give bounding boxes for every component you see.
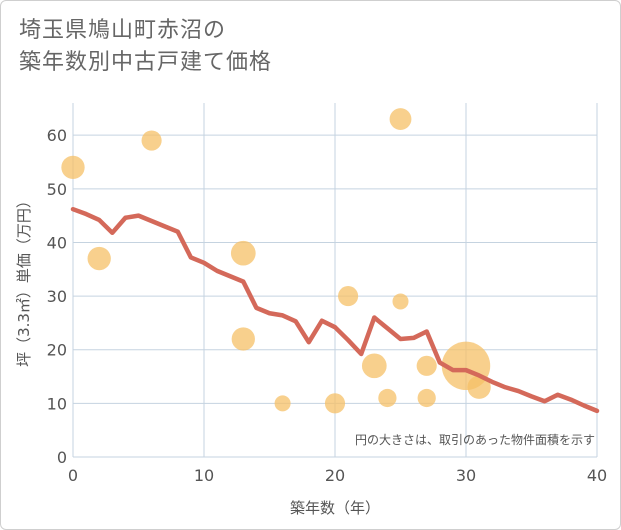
bubble-point (389, 108, 412, 130)
bubble-point (141, 130, 162, 151)
bubble-point (324, 393, 346, 414)
y-tick-label: 30 (47, 287, 67, 306)
x-tick-label: 10 (194, 466, 214, 485)
bubble-size-note: 円の大きさは、取引のあった物件面積を示す (355, 432, 595, 447)
bubble-point (61, 155, 85, 180)
bubble-point (467, 375, 491, 399)
x-axis-label: 築年数（年） (290, 499, 380, 517)
y-tick-label: 60 (47, 126, 67, 145)
bubble-point (378, 388, 397, 408)
y-tick-label: 10 (47, 394, 67, 413)
trend-line (70, 206, 600, 414)
x-tick-label: 0 (68, 466, 78, 485)
y-tick-label: 0 (57, 448, 67, 467)
bubble-point (392, 293, 409, 310)
bubble-point (416, 355, 437, 376)
chart-title-line-1: 埼玉県鳩山町赤沼の (19, 18, 227, 43)
y-tick-label: 40 (47, 233, 67, 252)
bubble-series (61, 108, 491, 414)
chart-title-line-2: 築年数別中古戸建て価格 (19, 50, 273, 75)
bubble-point (361, 353, 387, 379)
bubble-point (338, 286, 359, 307)
x-tick-label: 30 (456, 466, 476, 485)
y-tick-label: 20 (47, 341, 67, 360)
x-tick-label: 20 (325, 466, 345, 485)
axis-ticks: 0 10 20 30 40 0 10 20 30 40 50 60 (47, 126, 608, 485)
trend-line-series (70, 206, 600, 414)
x-tick-label: 40 (587, 466, 607, 485)
y-axis-label: 坪（3.3㎡）単価（万円） (15, 193, 33, 367)
bubble-point (231, 327, 255, 351)
bubble-point (230, 240, 256, 266)
chart-title: 埼玉県鳩山町赤沼の 築年数別中古戸建て価格 (19, 15, 272, 79)
y-tick-label: 50 (47, 180, 67, 199)
bubble-point (87, 246, 111, 271)
bubble-point (417, 388, 436, 408)
bubble-point (274, 395, 291, 412)
